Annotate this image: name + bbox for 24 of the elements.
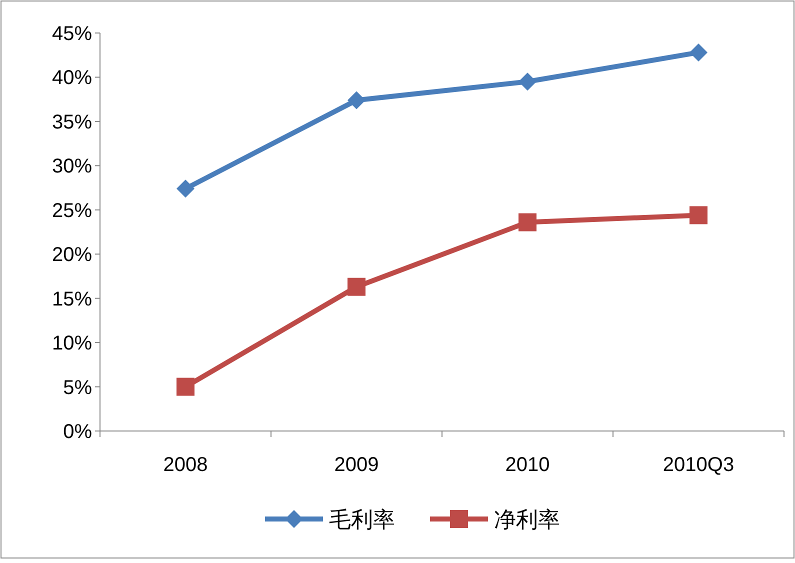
point [690, 206, 708, 224]
y-tick-label: 45% [52, 23, 92, 45]
legend-label: 净利率 [494, 507, 560, 532]
point [348, 91, 366, 110]
x-tick-label: 2010Q3 [662, 454, 734, 476]
y-tick-label: 25% [52, 200, 92, 222]
point [176, 378, 194, 396]
y-tick-label: 35% [52, 111, 92, 134]
point [518, 213, 536, 232]
y-tick-label: 20% [52, 244, 92, 266]
y-tick-label: 0% [63, 421, 92, 443]
point [690, 43, 708, 62]
y-tick-label: 30% [52, 156, 92, 178]
y-tick-label: 15% [52, 288, 92, 310]
x-tick-label: 2008 [163, 454, 208, 476]
y-tick-label: 10% [52, 332, 92, 355]
y-tick-label: 40% [52, 67, 92, 90]
x-tick-label: 2009 [334, 454, 379, 476]
legend-label: 毛利率 [329, 507, 395, 532]
y-tick-label: 5% [63, 376, 92, 399]
point [518, 72, 536, 91]
point [176, 180, 194, 198]
x-tick-label: 2010 [505, 454, 550, 476]
point [348, 278, 366, 296]
